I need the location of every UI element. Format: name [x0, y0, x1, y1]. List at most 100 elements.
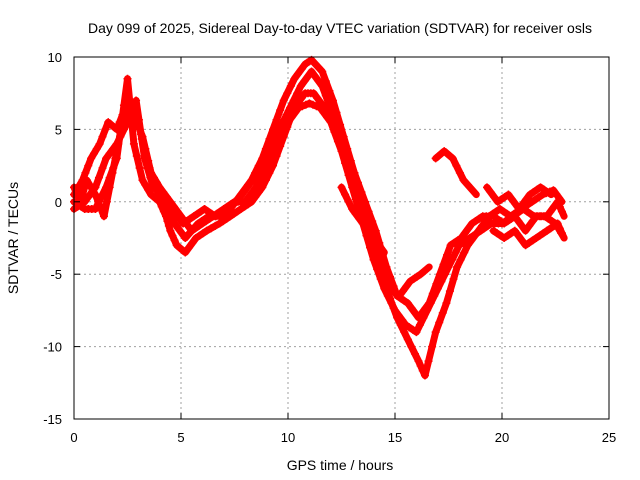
- data-point-marker: [283, 89, 292, 98]
- data-point-marker: [269, 161, 278, 170]
- data-point-marker: [398, 287, 407, 296]
- data-point-marker: [112, 139, 121, 148]
- data-point-marker: [290, 74, 299, 83]
- data-point-marker: [275, 125, 284, 134]
- data-point-marker: [314, 77, 323, 86]
- data-point-marker: [463, 180, 472, 189]
- data-point-marker: [428, 342, 437, 351]
- data-point-marker: [470, 231, 479, 240]
- data-point-marker: [490, 192, 499, 201]
- data-point-marker: [72, 188, 81, 197]
- data-point-marker: [478, 221, 487, 230]
- data-point-marker: [189, 224, 198, 233]
- data-point-marker: [82, 176, 91, 185]
- data-point-marker: [407, 342, 416, 351]
- y-tick-label: 0: [55, 195, 62, 210]
- data-point-marker: [105, 183, 114, 192]
- data-point-marker: [134, 115, 143, 124]
- data-point-marker: [286, 103, 295, 112]
- data-point-marker: [346, 159, 355, 168]
- data-point-marker: [98, 164, 107, 173]
- data-point-marker: [272, 151, 281, 160]
- data-point-marker: [276, 106, 285, 115]
- data-point-marker: [366, 229, 375, 238]
- data-point-marker: [517, 236, 526, 245]
- data-point-marker: [301, 100, 310, 109]
- data-point-marker: [116, 132, 125, 141]
- data-point-marker: [414, 357, 423, 366]
- y-axis-label: SDTVAR / TECUs: [5, 182, 21, 294]
- data-point-marker: [557, 229, 566, 238]
- data-point-marker: [283, 122, 292, 131]
- data-point-marker: [98, 132, 107, 141]
- data-point-marker: [84, 192, 93, 201]
- x-tick-label: 0: [70, 430, 77, 445]
- y-tick-label: -5: [50, 267, 62, 282]
- data-point-marker: [463, 241, 472, 250]
- data-point-marker: [239, 188, 248, 197]
- data-point-marker: [92, 144, 101, 153]
- data-point-marker: [486, 188, 495, 197]
- data-point-marker: [325, 101, 334, 110]
- data-point-marker: [439, 260, 448, 269]
- data-point-marker: [318, 67, 327, 76]
- data-point-marker: [172, 209, 181, 218]
- data-point-marker: [305, 99, 314, 108]
- data-point-marker: [525, 221, 534, 230]
- data-point-marker: [378, 272, 387, 281]
- data-point-marker: [400, 328, 409, 337]
- data-point-marker: [386, 272, 395, 281]
- data-series: [70, 55, 568, 380]
- data-point-marker: [431, 328, 440, 337]
- data-point-marker: [332, 120, 341, 129]
- data-point-marker: [514, 217, 523, 226]
- data-point-marker: [344, 197, 353, 206]
- data-point-marker: [282, 110, 291, 119]
- data-point-marker: [358, 219, 367, 228]
- data-point-marker: [432, 279, 441, 288]
- data-point-marker: [386, 294, 395, 303]
- data-point-marker: [504, 190, 513, 199]
- data-point-marker: [362, 224, 371, 233]
- data-point-marker: [339, 139, 348, 148]
- data-point-marker: [514, 231, 523, 240]
- data-point-marker: [289, 96, 298, 105]
- data-point-marker: [474, 226, 483, 235]
- data-point-marker: [272, 115, 281, 124]
- x-axis-ticks: 0 5 10 15 20 25: [70, 57, 616, 445]
- data-point-marker: [254, 168, 263, 177]
- data-point-marker: [174, 224, 183, 233]
- data-point-marker: [311, 59, 320, 68]
- data-point-marker: [453, 262, 462, 271]
- data-point-marker: [84, 161, 93, 170]
- data-point-marker: [271, 132, 280, 141]
- data-point-marker: [80, 183, 89, 192]
- series-track-h: [489, 219, 568, 250]
- data-point-marker: [543, 188, 552, 197]
- data-point-marker: [311, 72, 320, 81]
- data-point-marker: [111, 154, 120, 163]
- series-track-f: [431, 147, 480, 199]
- data-point-marker: [353, 178, 362, 187]
- data-point-marker: [264, 147, 273, 156]
- data-point-marker: [170, 219, 179, 228]
- data-point-marker: [126, 110, 135, 119]
- data-point-marker: [143, 164, 152, 173]
- data-point-marker: [265, 168, 274, 177]
- data-point-marker: [376, 243, 385, 252]
- data-point-marker: [428, 289, 437, 298]
- data-point-marker: [168, 205, 177, 214]
- data-point-marker: [557, 207, 566, 216]
- data-point-marker: [293, 69, 302, 78]
- data-point-marker: [297, 65, 306, 74]
- data-point-marker: [375, 260, 384, 269]
- data-point-marker: [146, 173, 155, 182]
- data-point-marker: [132, 151, 141, 160]
- data-point-marker: [164, 221, 173, 230]
- data-point-marker: [371, 248, 380, 257]
- data-point-marker: [161, 195, 170, 204]
- x-tick-label: 25: [602, 430, 616, 445]
- data-point-marker: [91, 183, 100, 192]
- series-track-e: [337, 183, 388, 256]
